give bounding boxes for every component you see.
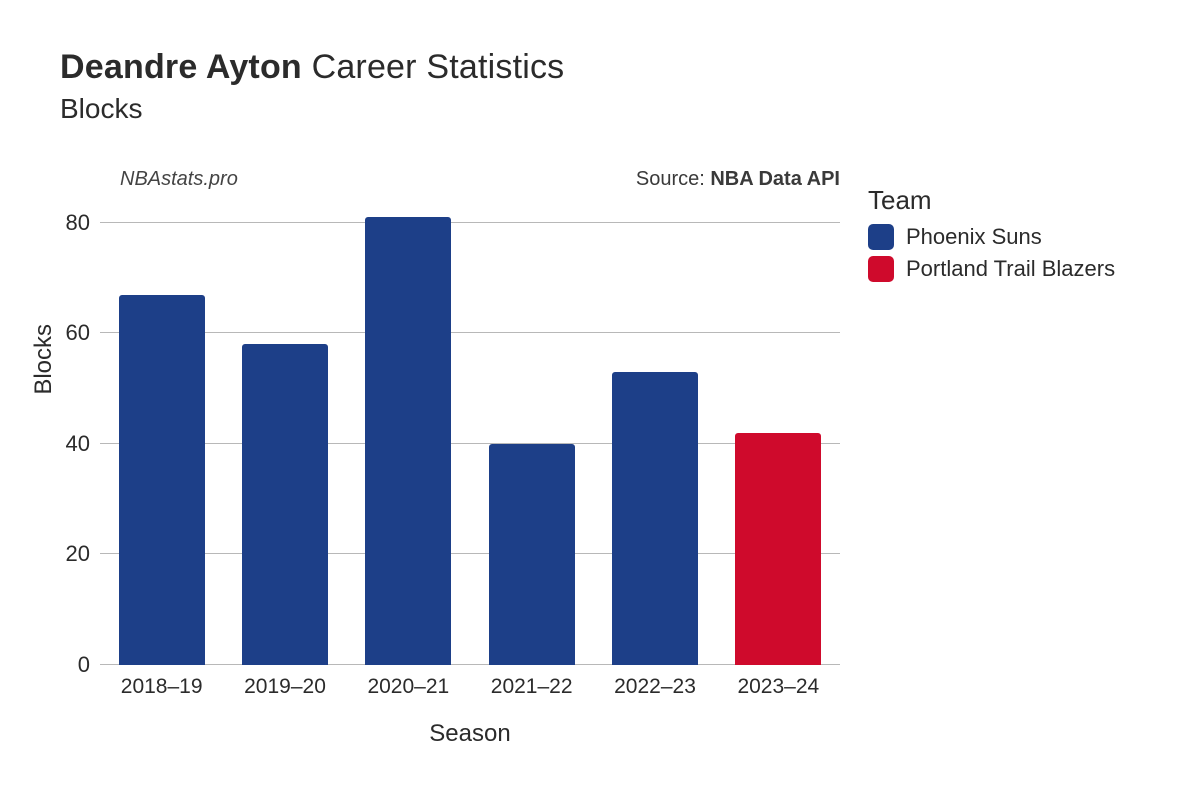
x-tick-label: 2021–22	[491, 665, 573, 699]
x-tick-label: 2022–23	[614, 665, 696, 699]
bar	[119, 295, 205, 665]
x-tick-label: 2019–20	[244, 665, 326, 699]
title-player-name: Deandre Ayton	[60, 48, 302, 86]
bar	[365, 217, 451, 665]
gridline	[100, 222, 840, 223]
x-tick-label: 2018–19	[121, 665, 203, 699]
legend-items: Phoenix Suns Portland Trail Blazers	[868, 224, 1115, 282]
bar	[242, 344, 328, 665]
legend-label: Portland Trail Blazers	[906, 256, 1115, 282]
chart-title: Deandre Ayton Career Statistics	[60, 48, 564, 87]
gridline	[100, 664, 840, 665]
bar	[489, 444, 575, 665]
x-tick-label: 2023–24	[737, 665, 819, 699]
legend-item: Portland Trail Blazers	[868, 256, 1115, 282]
title-suffix: Career Statistics	[312, 48, 565, 86]
bar	[735, 433, 821, 665]
meta-row: NBAstats.pro Source: NBA Data API	[120, 168, 840, 191]
legend-label: Phoenix Suns	[906, 224, 1042, 250]
source-label: Source: NBA Data API	[636, 168, 840, 191]
legend-title: Team	[868, 185, 1115, 216]
gridline	[100, 443, 840, 444]
x-axis-label: Season	[100, 720, 840, 748]
legend-swatch	[868, 256, 894, 282]
bar	[612, 372, 698, 665]
x-tick-label: 2020–21	[367, 665, 449, 699]
legend-item: Phoenix Suns	[868, 224, 1115, 250]
source-name: NBA Data API	[710, 168, 840, 190]
title-block: Deandre Ayton Career Statistics Blocks	[60, 48, 564, 125]
gridline	[100, 553, 840, 554]
gridline	[100, 332, 840, 333]
y-tick-label: 40	[66, 431, 100, 457]
legend-swatch	[868, 224, 894, 250]
y-tick-label: 80	[66, 210, 100, 236]
y-tick-label: 0	[78, 652, 100, 678]
legend: Team Phoenix Suns Portland Trail Blazers	[868, 185, 1115, 288]
y-tick-label: 20	[66, 541, 100, 567]
source-prefix: Source:	[636, 168, 710, 190]
y-tick-label: 60	[66, 320, 100, 346]
y-axis-label: Blocks	[30, 324, 58, 395]
chart-container: Deandre Ayton Career Statistics Blocks N…	[0, 0, 1200, 800]
plot-area: 0204060802018–192019–202020–212021–22202…	[100, 195, 840, 665]
chart-subtitle: Blocks	[60, 93, 564, 125]
site-credit: NBAstats.pro	[120, 168, 238, 191]
